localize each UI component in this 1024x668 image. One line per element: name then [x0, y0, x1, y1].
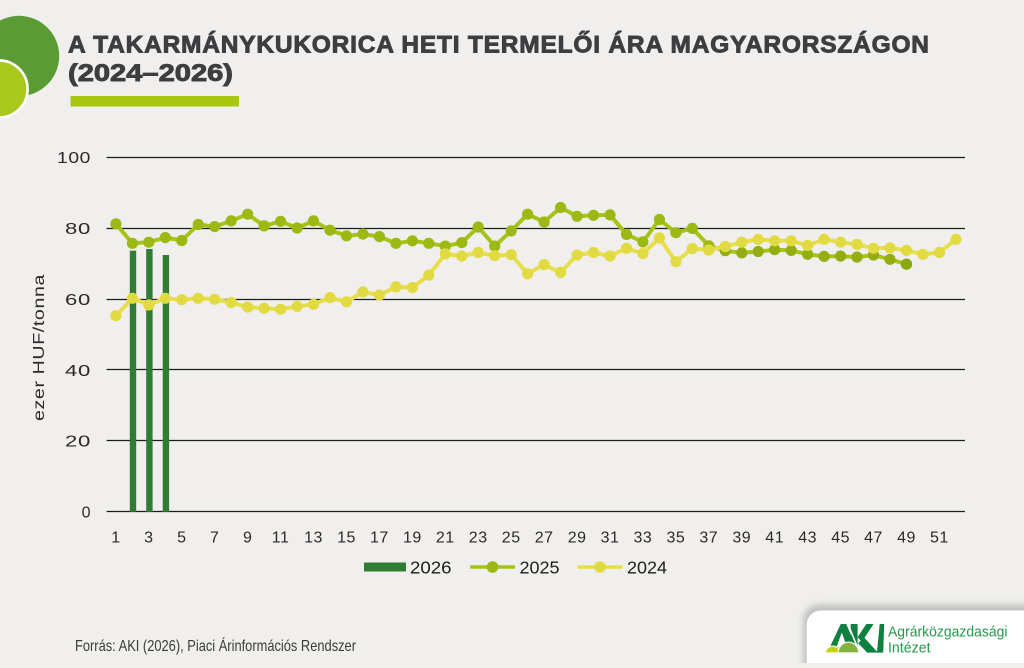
svg-text:47: 47	[864, 530, 883, 547]
svg-text:5: 5	[177, 530, 186, 547]
svg-text:Forrás: AKI (2026), Piaci Árin: Forrás: AKI (2026), Piaci Árinformációs …	[75, 636, 357, 655]
svg-text:35: 35	[667, 530, 686, 547]
svg-text:0: 0	[82, 505, 91, 522]
svg-text:45: 45	[831, 530, 850, 547]
svg-text:31: 31	[601, 530, 620, 547]
svg-text:21: 21	[436, 530, 455, 547]
svg-text:41: 41	[765, 530, 784, 547]
svg-text:1: 1	[111, 530, 120, 547]
svg-text:2024: 2024	[627, 558, 667, 578]
svg-text:27: 27	[535, 530, 554, 547]
svg-text:11: 11	[272, 530, 290, 547]
svg-text:7: 7	[210, 530, 219, 547]
svg-text:19: 19	[403, 530, 422, 547]
svg-text:(2024–2026): (2024–2026)	[68, 60, 233, 87]
svg-text:43: 43	[798, 530, 817, 547]
svg-text:13: 13	[304, 530, 323, 547]
svg-text:37: 37	[699, 530, 718, 547]
svg-text:9: 9	[243, 530, 252, 547]
svg-text:49: 49	[897, 530, 916, 547]
svg-text:3: 3	[144, 530, 153, 547]
svg-text:60: 60	[65, 292, 91, 309]
svg-text:Agrárközgazdasági: Agrárközgazdasági	[888, 624, 1008, 641]
svg-text:100: 100	[57, 150, 91, 167]
svg-text:2026: 2026	[410, 558, 452, 578]
svg-text:ezer HUF/tonna: ezer HUF/tonna	[31, 274, 48, 421]
svg-text:17: 17	[370, 530, 389, 547]
svg-text:33: 33	[634, 530, 653, 547]
svg-text:2025: 2025	[520, 558, 560, 578]
svg-text:29: 29	[568, 530, 587, 547]
svg-text:A TAKARMÁNYKUKORICA HETI TERME: A TAKARMÁNYKUKORICA HETI TERMELŐI ÁRA MA…	[68, 31, 929, 59]
svg-text:20: 20	[65, 434, 91, 451]
svg-text:40: 40	[65, 363, 91, 380]
svg-text:23: 23	[469, 530, 488, 547]
svg-text:39: 39	[732, 530, 751, 547]
svg-text:80: 80	[65, 221, 91, 238]
svg-text:25: 25	[502, 530, 521, 547]
svg-text:15: 15	[337, 530, 356, 547]
svg-text:Intézet: Intézet	[888, 639, 931, 656]
svg-text:51: 51	[930, 530, 949, 547]
